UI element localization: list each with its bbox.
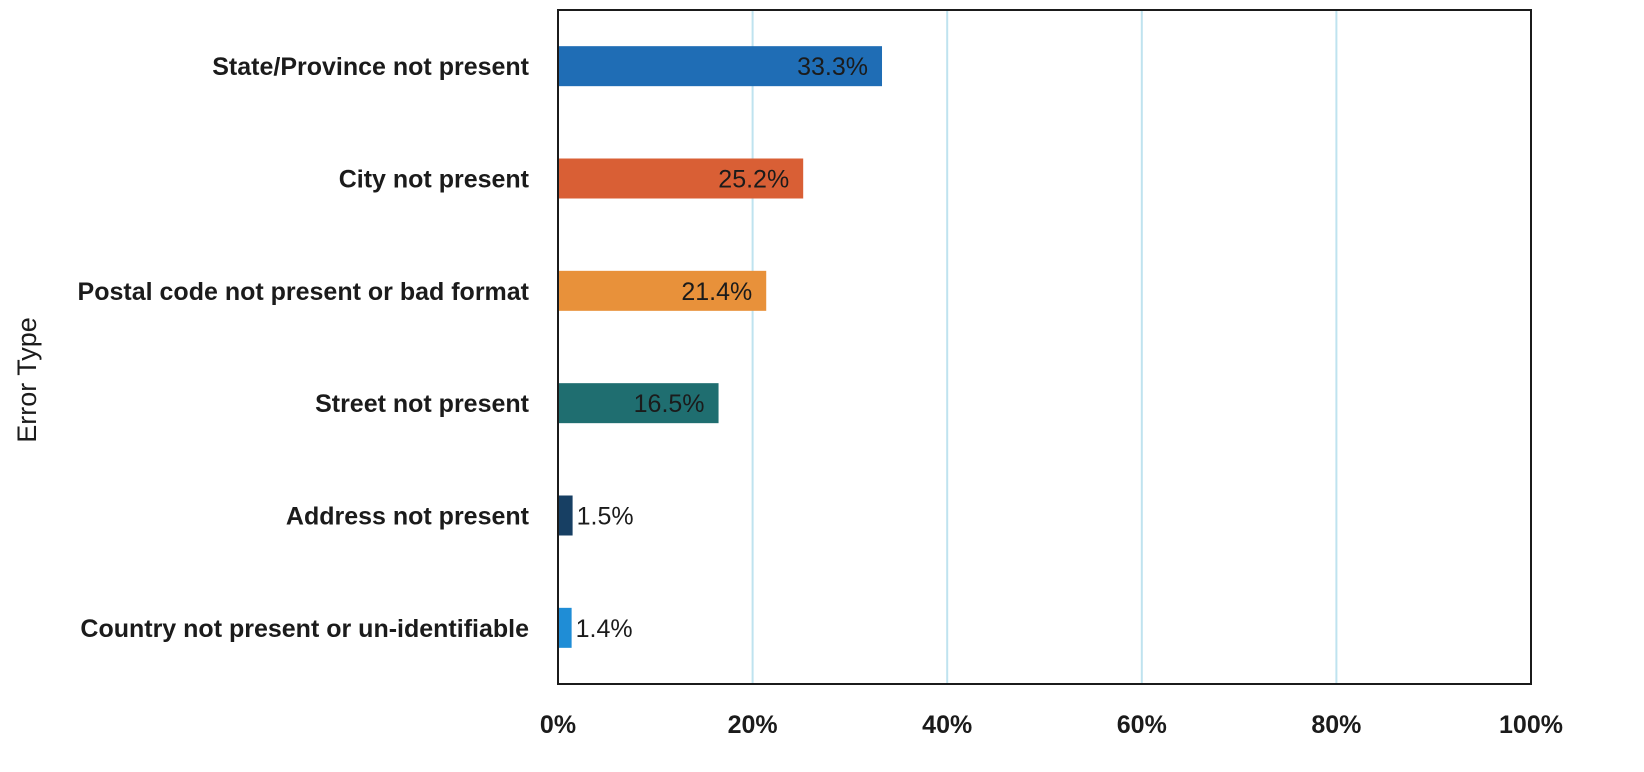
data-label-5: 1.5% xyxy=(577,503,634,531)
data-labels: 33.3% 25.2% 21.4% 16.5% 1.5% 1.4% xyxy=(576,53,868,643)
category-label-6: Country not present or un-identifiable xyxy=(80,615,529,643)
x-tick-labels: 0% 20% 40% 60% 80% 100% xyxy=(540,711,1563,739)
data-label-3: 21.4% xyxy=(681,278,752,306)
bar-2 xyxy=(559,158,804,199)
category-labels: State/Province not present City not prese… xyxy=(78,53,530,643)
data-label-4: 16.5% xyxy=(634,390,705,418)
bar-6 xyxy=(559,607,572,648)
data-label-1: 33.3% xyxy=(797,53,868,81)
plot-frame xyxy=(557,9,1532,685)
bar-1 xyxy=(559,46,883,87)
category-label-4: Street not present xyxy=(315,390,530,418)
category-label-3: Postal code not present or bad format xyxy=(78,278,530,306)
x-tick-label-60: 60% xyxy=(1117,711,1167,739)
bars xyxy=(559,46,883,648)
bar-5 xyxy=(559,495,573,536)
y-axis-title: Error Type xyxy=(12,317,42,443)
category-label-1: State/Province not present xyxy=(212,53,529,81)
data-label-2: 25.2% xyxy=(718,166,789,194)
category-label-2: City not present xyxy=(339,166,530,194)
x-tick-label-20: 20% xyxy=(728,711,778,739)
bar-4 xyxy=(559,383,719,424)
bar-3 xyxy=(559,270,767,311)
x-tick-label-0: 0% xyxy=(540,711,576,739)
x-tick-label-100: 100% xyxy=(1499,711,1563,739)
gridlines xyxy=(751,10,1338,684)
category-label-5: Address not present xyxy=(286,503,530,531)
data-label-6: 1.4% xyxy=(576,615,633,643)
x-tick-label-80: 80% xyxy=(1311,711,1361,739)
x-tick-label-40: 40% xyxy=(922,711,972,739)
